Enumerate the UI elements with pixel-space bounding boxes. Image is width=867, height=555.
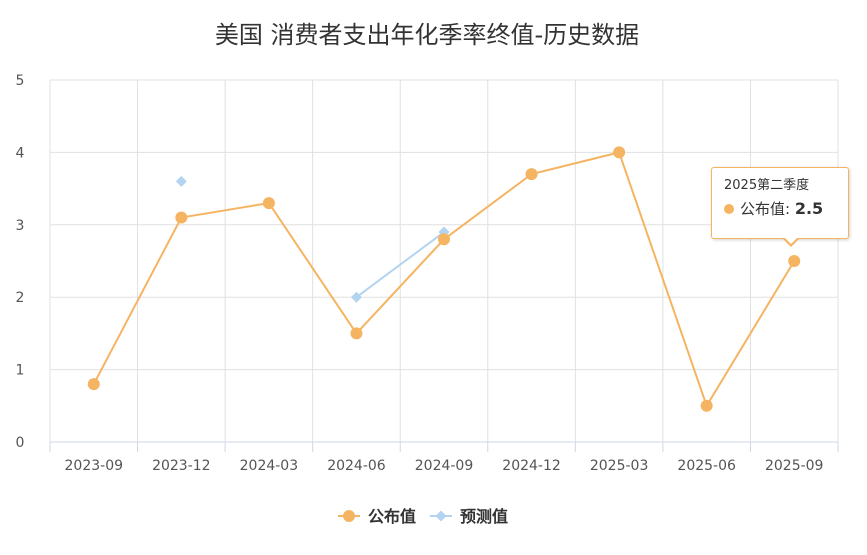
chart-title: 美国 消费者支出年化季率终值-历史数据 bbox=[215, 21, 639, 49]
data-point-published bbox=[350, 327, 363, 340]
x-tick-label: 2024-12 bbox=[502, 458, 561, 474]
tooltip: 2025第二季度 公布值: 2.5 bbox=[711, 167, 849, 239]
data-point-published bbox=[613, 146, 626, 159]
data-point-published bbox=[700, 399, 713, 412]
x-tick-label: 2025-03 bbox=[590, 458, 649, 474]
data-point-forecast bbox=[175, 175, 187, 187]
x-tick-label: 2025-09 bbox=[765, 458, 824, 474]
legend-marker-published bbox=[343, 510, 355, 522]
data-point-published bbox=[262, 197, 275, 210]
data-point-published bbox=[525, 168, 538, 181]
x-tick-label: 2025-06 bbox=[677, 458, 736, 474]
tooltip-header: 2025第二季度 bbox=[724, 178, 810, 193]
tooltip-row: 公布值: 2.5 bbox=[724, 199, 848, 219]
x-tick-label: 2024-03 bbox=[240, 458, 299, 474]
data-point-published bbox=[438, 233, 450, 246]
x-tick-label: 2023-09 bbox=[65, 458, 124, 474]
legend[interactable]: 公布值 预测值 bbox=[338, 507, 508, 526]
data-point-published bbox=[175, 211, 188, 224]
y-axis-ticks: 0 1 2 3 4 5 bbox=[16, 73, 25, 451]
y-tick-label: 5 bbox=[16, 73, 25, 89]
legend-label: 公布值 bbox=[368, 507, 416, 526]
legend-marker-forecast bbox=[435, 510, 447, 522]
tooltip-series-name: 公布值 bbox=[740, 200, 786, 218]
x-tick-label: 2024-06 bbox=[327, 458, 386, 474]
grid bbox=[49, 79, 839, 452]
data-point-published bbox=[87, 378, 100, 391]
series-line bbox=[92, 151, 796, 407]
y-tick-label: 0 bbox=[16, 435, 25, 451]
tooltip-series-dot bbox=[724, 204, 734, 214]
data-point-published bbox=[788, 255, 801, 267]
data-point-forecast bbox=[350, 291, 362, 303]
legend-label: 预测值 bbox=[460, 507, 508, 526]
x-axis-ticks: 2023-09 2023-12 2024-03 2024-06 2024-09 2024-… bbox=[65, 458, 824, 474]
tooltip-separator: : bbox=[785, 200, 795, 218]
y-tick-label: 2 bbox=[16, 290, 25, 306]
y-tick-label: 1 bbox=[16, 363, 25, 379]
tooltip-value: 2.5 bbox=[794, 199, 824, 218]
series-layer bbox=[87, 146, 801, 412]
series-line bbox=[355, 231, 445, 299]
y-tick-label: 4 bbox=[16, 145, 25, 161]
x-tick-label: 2023-12 bbox=[152, 458, 211, 474]
y-tick-label: 3 bbox=[16, 218, 25, 234]
x-tick-label: 2024-09 bbox=[415, 458, 474, 474]
tooltip-arrow-inner bbox=[784, 237, 798, 244]
